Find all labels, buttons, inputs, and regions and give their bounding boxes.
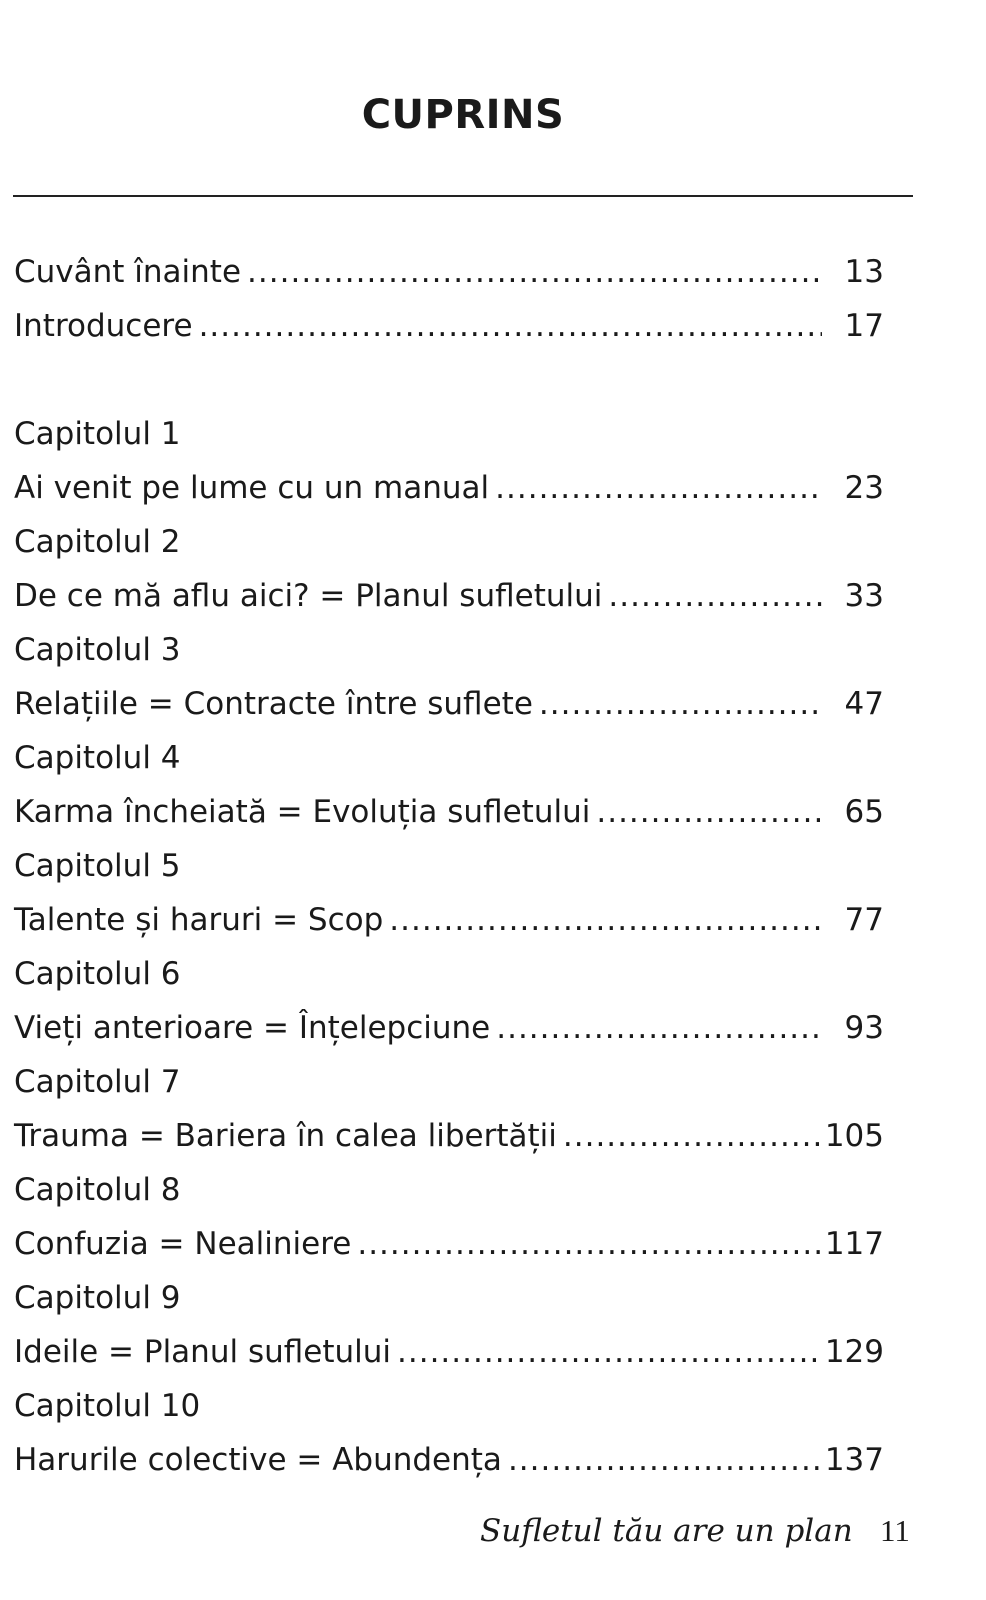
entry-title: Relațiile = Contracte între suflete	[14, 686, 533, 722]
entry-title: Cuvânt înainte	[14, 254, 242, 290]
chapter-label: Capitolul 8	[14, 1163, 884, 1217]
chapter-number: Capitolul 10	[14, 1388, 201, 1424]
entry-title: Confuzia = Nealiniere	[14, 1226, 352, 1262]
entry-page: 117	[824, 1226, 884, 1262]
leader-dots	[508, 1433, 822, 1487]
entry-page: 137	[824, 1442, 884, 1478]
chapter-label: Capitolul 6	[14, 947, 884, 1001]
entry-page: 105	[824, 1118, 884, 1154]
toc-entry[interactable]: Confuzia = Nealiniere 117	[14, 1217, 884, 1271]
entry-page: 47	[844, 686, 884, 722]
leader-dots	[496, 1001, 822, 1055]
leader-dots	[539, 677, 822, 731]
toc-entry[interactable]: Ai venit pe lume cu un manual 23	[14, 461, 884, 515]
toc-entry[interactable]: De ce mă aflu aici? = Planul sufletului 3…	[14, 569, 884, 623]
entry-title: Talente și haruri = Scop	[14, 902, 384, 938]
chapter-number: Capitolul 9	[14, 1280, 181, 1316]
toc-entry[interactable]: Introducere 17	[14, 299, 884, 353]
chapter-label: Capitolul 1	[14, 407, 884, 461]
entry-title: Introducere	[14, 308, 193, 344]
page-title: CUPRINS	[361, 92, 565, 138]
entry-title: Ai venit pe lume cu un manual	[14, 470, 490, 506]
leader-dots	[397, 1325, 822, 1379]
leader-dots	[389, 893, 822, 947]
chapter-label: Capitolul 9	[14, 1271, 884, 1325]
entry-title: Harurile colective = Abundența	[14, 1442, 502, 1478]
entry-page: 17	[844, 308, 884, 344]
entry-page: 129	[824, 1334, 884, 1370]
toc-entry[interactable]: Talente și haruri = Scop 77	[14, 893, 884, 947]
chapter-label: Capitolul 7	[14, 1055, 884, 1109]
toc-entry[interactable]: Ideile = Planul sufletului 129	[14, 1325, 884, 1379]
entry-page: 33	[844, 578, 884, 614]
toc-entry[interactable]: Karma încheiată = Evoluția sufletului 65	[14, 785, 884, 839]
entry-page: 65	[844, 794, 884, 830]
leader-dots	[563, 1109, 822, 1163]
chapter-number: Capitolul 3	[14, 632, 181, 668]
leader-dots	[357, 1217, 822, 1271]
leader-dots	[596, 785, 822, 839]
chapter-number: Capitolul 4	[14, 740, 181, 776]
divider	[13, 195, 913, 197]
leader-dots	[199, 299, 822, 353]
entry-page: 13	[844, 254, 884, 290]
table-of-contents: Cuvânt înainte 13 Introducere 17 Capitolul…	[14, 245, 884, 1487]
running-footer-title: Sufletul tău are un plan	[480, 1513, 853, 1549]
entry-page: 93	[844, 1010, 884, 1046]
chapter-label: Capitolul 4	[14, 731, 884, 785]
chapter-number: Capitolul 7	[14, 1064, 181, 1100]
chapter-number: Capitolul 5	[14, 848, 181, 884]
chapter-number: Capitolul 1	[14, 416, 181, 452]
entry-title: Vieți anterioare = Înțelepciune	[14, 1010, 491, 1046]
entry-title: Trauma = Bariera în calea libertății	[14, 1118, 557, 1154]
chapter-number: Capitolul 6	[14, 956, 181, 992]
page-number: 11	[880, 1513, 910, 1548]
entry-page: 77	[844, 902, 884, 938]
leader-dots	[608, 569, 822, 623]
leader-dots	[247, 245, 822, 299]
chapter-label: Capitolul 5	[14, 839, 884, 893]
chapter-label: Capitolul 2	[14, 515, 884, 569]
toc-entry[interactable]: Vieți anterioare = Înțelepciune 93	[14, 1001, 884, 1055]
chapter-number: Capitolul 2	[14, 524, 181, 560]
toc-entry[interactable]: Harurile colective = Abundența 137	[14, 1433, 884, 1487]
toc-entry[interactable]: Cuvânt înainte 13	[14, 245, 884, 299]
entry-title: De ce mă aflu aici? = Planul sufletului	[14, 578, 603, 614]
chapter-number: Capitolul 8	[14, 1172, 181, 1208]
toc-entry[interactable]: Relațiile = Contracte între suflete 47	[14, 677, 884, 731]
entry-title: Karma încheiată = Evoluția sufletului	[14, 794, 591, 830]
leader-dots	[495, 461, 822, 515]
chapter-label: Capitolul 10	[14, 1379, 884, 1433]
entry-page: 23	[844, 470, 884, 506]
toc-entry[interactable]: Trauma = Bariera în calea libertății 105	[14, 1109, 884, 1163]
entry-title: Ideile = Planul sufletului	[14, 1334, 392, 1370]
chapter-label: Capitolul 3	[14, 623, 884, 677]
